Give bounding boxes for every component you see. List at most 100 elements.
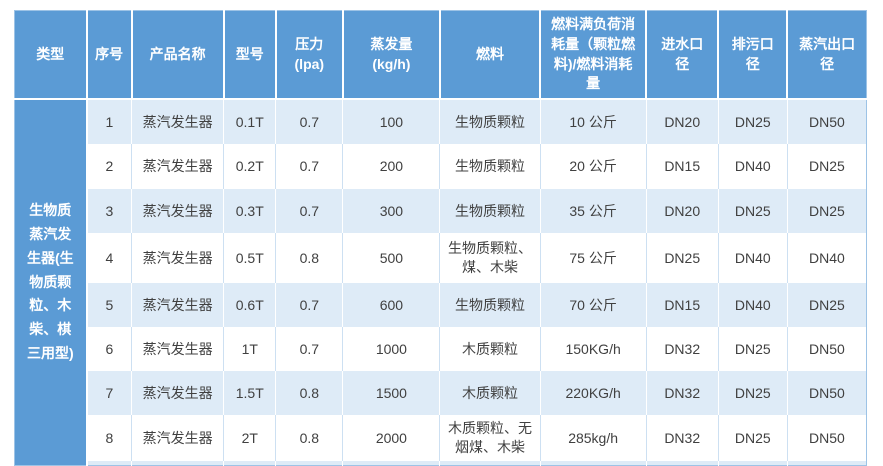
- table-row: 4 蒸汽发生器 0.5T 0.8 500 生物质颗粒、 煤、木柴 75 公斤 DN25 DN40…: [15, 233, 867, 283]
- table-cell: 10 公斤: [540, 99, 647, 144]
- col-header-fuel-consumption: 燃料满负荷消 耗量（颗粒燃 料)/燃料消耗 量: [540, 10, 648, 100]
- table-cell: [131, 461, 225, 466]
- table-row: 7 蒸汽发生器 1.5T 0.8 1500 木质颗粒 220KG/h DN32 DN25 DN50: [15, 371, 867, 415]
- spec-table-container: 类型 序号 产品名称 型号 压力 (lpa) 蒸发量 (kg/h) 燃料 燃料满…: [14, 10, 867, 466]
- table-cell: DN32: [646, 327, 719, 371]
- table-cell: 0.1T: [223, 99, 277, 144]
- table-cell: 0.3T: [223, 189, 277, 233]
- table-cell: 1: [86, 99, 133, 144]
- partial-bottom-row: [15, 461, 867, 466]
- table-cell: [86, 461, 133, 466]
- table-cell: DN40: [718, 283, 788, 327]
- table-cell: DN25: [787, 144, 867, 189]
- table-cell: 300: [342, 189, 441, 233]
- table-row: 生物质 蒸汽发 生器(生 物质颗 粒、木 柴、棋 三用型) 1 蒸汽发生器 0.1T 0…: [14, 99, 867, 466]
- table-cell: DN25: [718, 189, 788, 233]
- table-cell: 蒸汽发生器: [131, 99, 225, 144]
- table-cell: 生物质颗粒: [439, 99, 541, 144]
- table-cell: 4: [86, 233, 133, 283]
- table-cell: 0.2T: [223, 144, 277, 189]
- table-cell: 0.6T: [223, 283, 277, 327]
- col-header-evaporation: 蒸发量 (kg/h): [342, 10, 441, 100]
- table-header-row: 类型 序号 产品名称 型号 压力 (lpa) 蒸发量 (kg/h) 燃料 燃料满…: [14, 10, 867, 100]
- col-header-type: 类型: [14, 10, 88, 100]
- table-cell: 5: [86, 283, 133, 327]
- table-cell: [342, 461, 441, 466]
- table-cell: DN50: [787, 415, 867, 461]
- table-cell: 1500: [342, 371, 441, 415]
- table-cell: DN25: [718, 99, 788, 144]
- table-cell: 150KG/h: [540, 327, 647, 371]
- table-cell: 1T: [223, 327, 277, 371]
- table-cell: 1000: [342, 327, 441, 371]
- table-cell: [646, 461, 719, 466]
- table-cell: 0.7: [275, 189, 344, 233]
- table-cell: DN32: [646, 415, 719, 461]
- table-cell: 200: [342, 144, 441, 189]
- table-cell: DN25: [646, 233, 719, 283]
- table-cell: 蒸汽发生器: [131, 371, 225, 415]
- table-cell: 8: [86, 415, 133, 461]
- table-cell: DN15: [646, 144, 719, 189]
- table-cell: DN25: [718, 327, 788, 371]
- table-cell: 蒸汽发生器: [131, 283, 225, 327]
- table-cell: 1.5T: [223, 371, 277, 415]
- table-cell: DN32: [646, 371, 719, 415]
- table-cell: 2T: [223, 415, 277, 461]
- table-body: 生物质 蒸汽发 生器(生 物质颗 粒、木 柴、棋 三用型) 1 蒸汽发生器 0.1T 0…: [14, 99, 867, 466]
- table-cell: DN50: [787, 327, 867, 371]
- table-cell: 100: [342, 99, 441, 144]
- table-cell: 木质颗粒、无 烟煤、木柴: [439, 415, 541, 461]
- steam-generator-spec-table: 类型 序号 产品名称 型号 压力 (lpa) 蒸发量 (kg/h) 燃料 燃料满…: [14, 10, 867, 466]
- table-cell: [718, 461, 788, 466]
- table-cell: 35 公斤: [540, 189, 647, 233]
- table-cell: 3: [86, 189, 133, 233]
- table-cell: [540, 461, 647, 466]
- table-cell: DN25: [718, 415, 788, 461]
- table-cell: 蒸汽发生器: [131, 144, 225, 189]
- table-row: 2 蒸汽发生器 0.2T 0.7 200 生物质颗粒 20 公斤 DN15 DN40 DN25: [15, 144, 867, 189]
- table-cell: DN50: [787, 99, 867, 144]
- table-cell: DN40: [787, 233, 867, 283]
- table-cell: 75 公斤: [540, 233, 647, 283]
- table-cell: 600: [342, 283, 441, 327]
- table-cell: [223, 461, 277, 466]
- table-cell: [275, 461, 344, 466]
- table-cell: 2: [86, 144, 133, 189]
- table-row: 6 蒸汽发生器 1T 0.7 1000 木质颗粒 150KG/h DN32 DN25 DN50: [15, 327, 867, 371]
- table-cell: 220KG/h: [540, 371, 647, 415]
- table-cell: 70 公斤: [540, 283, 647, 327]
- table-cell: 0.7: [275, 99, 344, 144]
- table-cell: 285kg/h: [540, 415, 647, 461]
- table-cell: 生物质颗粒: [439, 283, 541, 327]
- table-cell: 生物质颗粒: [439, 144, 541, 189]
- table-cell: DN15: [646, 283, 719, 327]
- table-cell: DN40: [718, 144, 788, 189]
- table-cell: DN50: [787, 371, 867, 415]
- col-header-serial: 序号: [86, 10, 133, 100]
- col-header-water-inlet: 进水口 径: [646, 10, 720, 100]
- col-header-steam-outlet: 蒸汽出口 径: [787, 10, 867, 100]
- table-cell: [787, 461, 867, 466]
- table-cell: 0.8: [275, 233, 344, 283]
- table-cell: 0.7: [275, 327, 344, 371]
- type-group-cell: 生物质 蒸汽发 生器(生 物质颗 粒、木 柴、棋 三用型): [14, 99, 88, 466]
- table-cell: DN25: [718, 371, 788, 415]
- table-cell: 7: [86, 371, 133, 415]
- table-cell: 生物质颗粒: [439, 189, 541, 233]
- table-cell: 2000: [342, 415, 441, 461]
- table-cell: DN20: [646, 189, 719, 233]
- table-row: 3 蒸汽发生器 0.3T 0.7 300 生物质颗粒 35 公斤 DN20 DN25 DN25: [15, 189, 867, 233]
- table-cell: 0.8: [275, 371, 344, 415]
- table-cell: 木质颗粒: [439, 371, 541, 415]
- table-cell: 蒸汽发生器: [131, 189, 225, 233]
- table-cell: [439, 461, 541, 466]
- table-cell: 0.8: [275, 415, 344, 461]
- table-cell: 20 公斤: [540, 144, 647, 189]
- table-cell: 0.5T: [223, 233, 277, 283]
- table-cell: DN25: [787, 189, 867, 233]
- table-cell: 0.7: [275, 283, 344, 327]
- table-cell: DN20: [646, 99, 719, 144]
- table-cell: 500: [342, 233, 441, 283]
- col-header-model: 型号: [223, 10, 277, 100]
